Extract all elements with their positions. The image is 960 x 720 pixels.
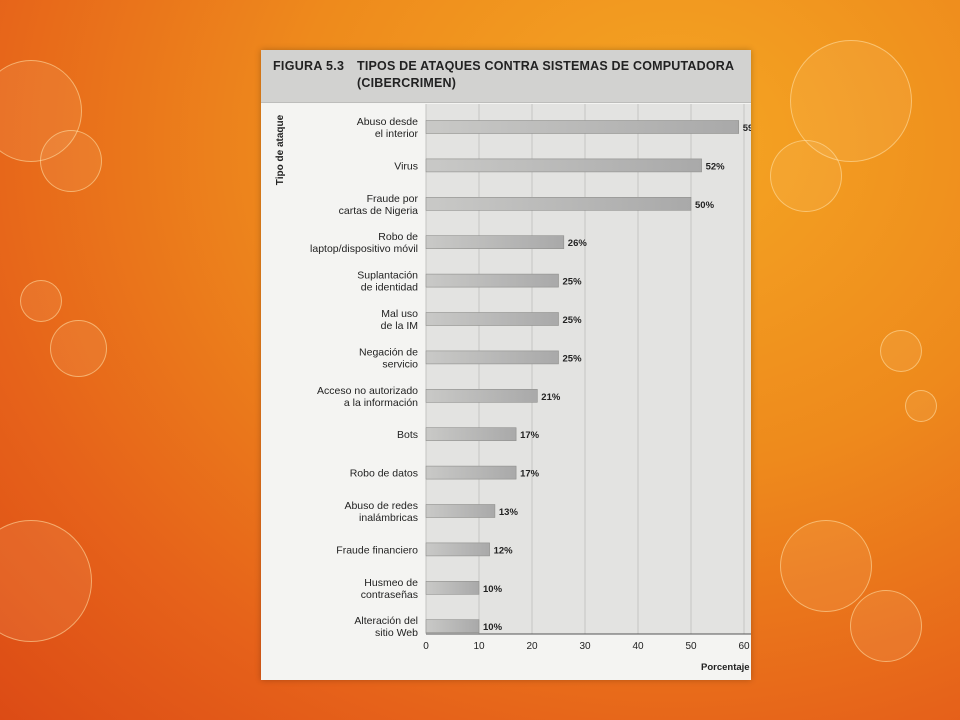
value-label: 10% — [483, 584, 503, 595]
category-label: Alteración del sitio Web — [354, 615, 418, 639]
x-tick-label: 50 — [685, 641, 697, 652]
decorative-bubble — [20, 280, 62, 322]
category-label: Virus — [394, 160, 418, 172]
x-tick-label: 0 — [423, 641, 429, 652]
value-label: 52% — [706, 161, 726, 172]
y-axis-label: Tipo de ataque — [275, 114, 286, 185]
bar — [425, 312, 559, 326]
bar — [425, 273, 559, 288]
x-tick-label: 40 — [632, 641, 644, 652]
decorative-bubble — [0, 520, 92, 642]
figure-header: FIGURA 5.3 TIPOS DE ATAQUES CONTRA SISTE… — [261, 50, 751, 103]
x-axis-ticks: 0 10 20 30 40 50 60 — [423, 641, 750, 652]
x-tick-label: 10 — [473, 641, 485, 652]
bar — [425, 580, 480, 595]
decorative-bubble — [40, 130, 102, 192]
decorative-bubble — [50, 320, 107, 377]
category-label: Mal uso de la IM — [381, 308, 419, 332]
category-label: Husmeo de contraseñas — [361, 577, 418, 601]
value-label: 17% — [520, 469, 540, 480]
bar — [425, 120, 740, 134]
decorative-bubble — [880, 330, 922, 372]
bar — [425, 619, 480, 634]
bar-chart: Abuso desde el interior Virus Fraude por car… — [275, 104, 751, 673]
value-label: 12% — [494, 545, 514, 556]
bar — [425, 542, 490, 557]
bar — [425, 350, 559, 365]
bars — [425, 120, 740, 634]
x-tick-label: 30 — [579, 641, 591, 652]
x-axis-label: Porcentaje — [701, 662, 750, 673]
decorative-bubble — [850, 590, 922, 662]
value-label: 59% — [743, 123, 751, 134]
decorative-bubble — [905, 390, 937, 422]
bar — [425, 504, 496, 518]
category-label: Robo de datos — [350, 468, 418, 480]
value-label: 13% — [499, 507, 519, 518]
bar — [425, 388, 538, 403]
bar — [425, 465, 517, 480]
value-label: 17% — [520, 430, 540, 441]
category-labels: Abuso desde el interior Virus Fraude por car… — [310, 116, 418, 639]
value-label: 25% — [563, 353, 583, 364]
bar — [425, 158, 702, 173]
category-label: Suplantación de identidad — [357, 270, 418, 294]
category-label: Acceso no autorizado a la información — [317, 385, 418, 409]
value-label: 25% — [563, 315, 583, 326]
figure-panel: FIGURA 5.3 TIPOS DE ATAQUES CONTRA SISTE… — [261, 50, 751, 680]
bar — [425, 427, 517, 442]
value-label: 25% — [563, 277, 583, 288]
decorative-bubble — [770, 140, 842, 212]
value-label: 26% — [568, 238, 588, 249]
figure-title: TIPOS DE ATAQUES CONTRA SISTEMAS DE COMP… — [357, 59, 735, 90]
bar — [425, 235, 565, 249]
value-label: 21% — [541, 392, 561, 403]
category-label: Robo de laptop/dispositivo móvil — [310, 231, 418, 255]
category-label: Bots — [397, 429, 418, 441]
category-label: Fraude financiero — [336, 544, 418, 556]
category-label: Negación de servicio — [359, 346, 418, 370]
decorative-bubble — [780, 520, 872, 612]
bar — [425, 197, 692, 211]
category-label: Fraude por cartas de Nigeria — [339, 193, 419, 217]
category-label: Abuso desde el interior — [357, 116, 419, 140]
x-tick-label: 20 — [526, 641, 538, 652]
x-tick-label: 60 — [738, 641, 750, 652]
value-labels: 59% 52% 50% 26% 25% 25% 25% 21% 17% 17% 13% 12% 10% 1… — [483, 123, 751, 633]
value-label: 10% — [483, 622, 503, 633]
figure-label: FIGURA 5.3 — [273, 59, 345, 73]
value-label: 50% — [695, 200, 715, 211]
category-label: Abuso de redes inalámbricas — [344, 500, 418, 524]
